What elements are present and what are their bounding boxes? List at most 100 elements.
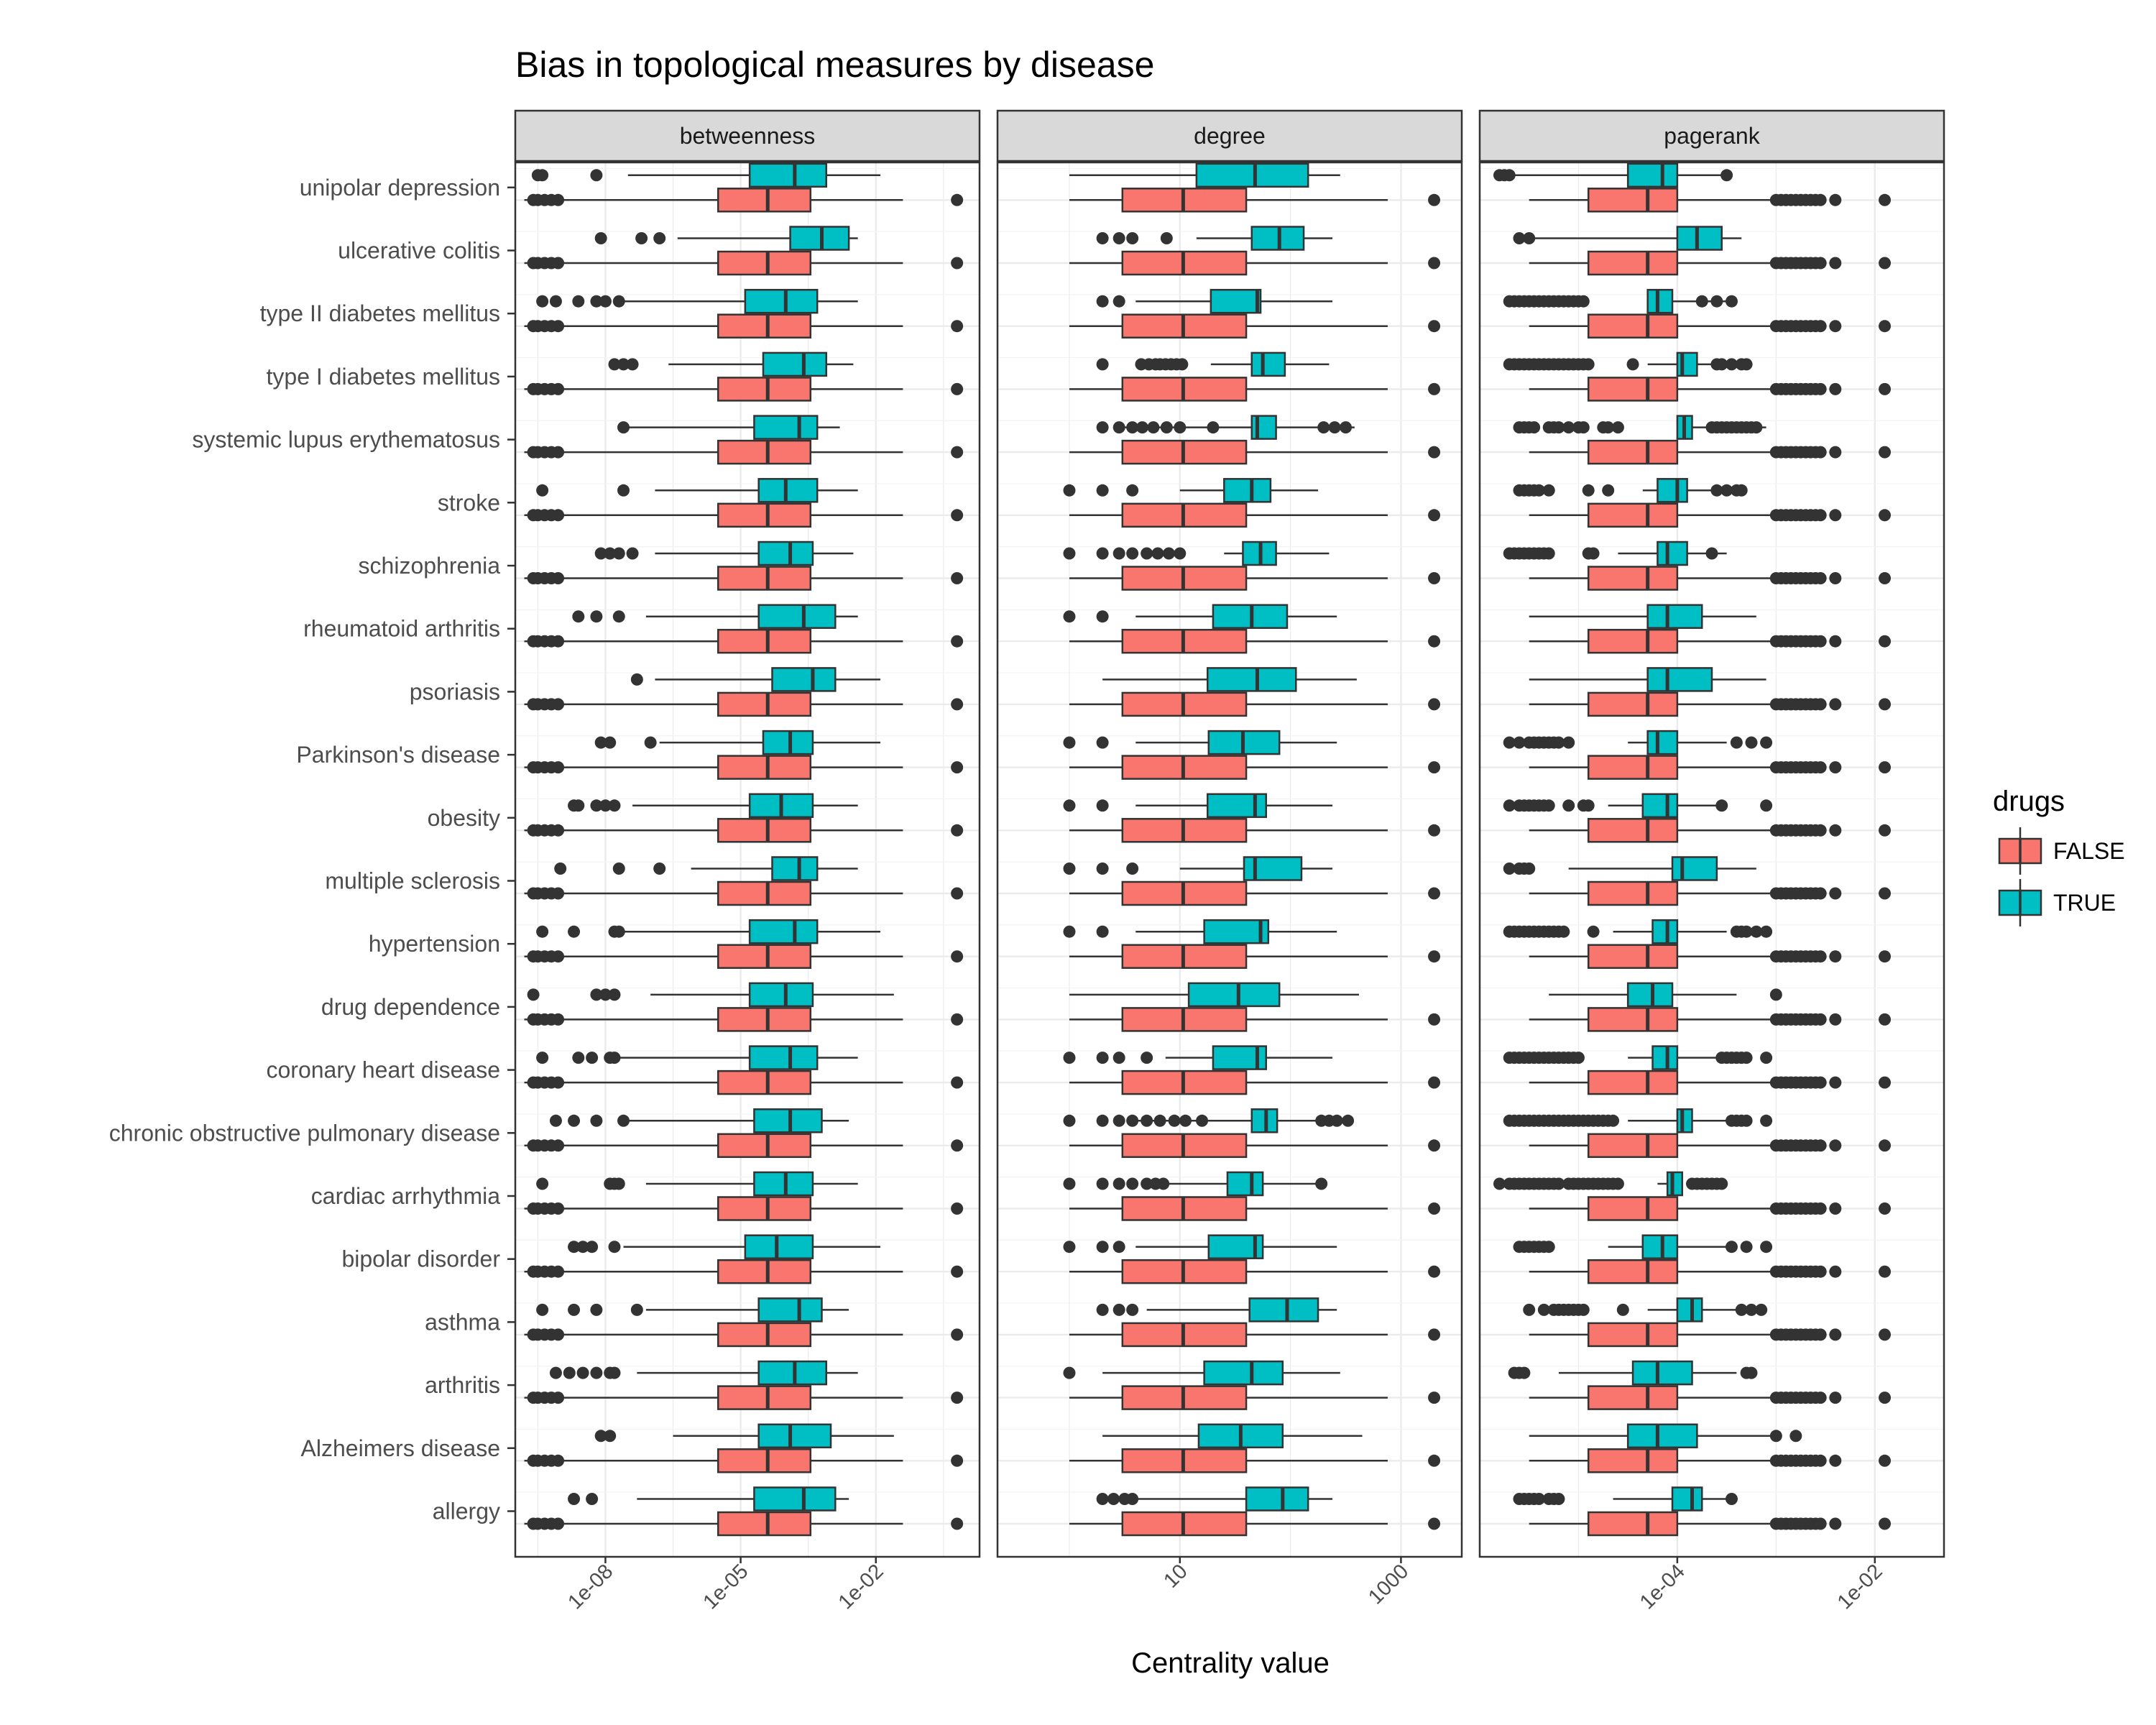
outlier-point	[951, 1013, 964, 1026]
outlier-point	[951, 824, 964, 837]
outlier-point	[617, 484, 630, 497]
outlier-point	[1814, 320, 1827, 333]
box-true	[1063, 478, 1319, 503]
box	[1248, 1297, 1319, 1322]
outlier-point	[1503, 799, 1516, 812]
box-false	[524, 1133, 964, 1159]
outlier-point	[1160, 421, 1173, 434]
box	[1587, 1007, 1679, 1032]
outlier-point	[1126, 1114, 1139, 1127]
outlier-point	[1342, 1114, 1355, 1127]
box-false	[1069, 1322, 1441, 1348]
box-false	[524, 944, 964, 969]
outlier-point	[1196, 1114, 1209, 1127]
outlier-point	[1829, 1265, 1842, 1278]
outlier-point	[552, 1328, 565, 1341]
box	[757, 604, 837, 629]
outlier-point	[1317, 421, 1330, 434]
outlier-point	[1096, 1177, 1109, 1190]
outlier-point	[536, 295, 549, 308]
box-true	[1069, 982, 1359, 1008]
box-true	[1513, 478, 1748, 503]
box-true	[1513, 226, 1742, 251]
outlier-point	[1607, 1114, 1620, 1127]
outlier-point	[1720, 484, 1733, 497]
y-tick-label: Alzheimers disease	[301, 1435, 500, 1461]
outlier-point	[1542, 547, 1555, 560]
panel-pagerank: pagerank 1e-04 1e-02	[1478, 109, 1945, 1614]
box-true	[1063, 1171, 1328, 1197]
outlier-point	[568, 1303, 581, 1316]
box-false	[1069, 439, 1441, 465]
box	[1676, 351, 1698, 377]
box-true	[536, 1297, 849, 1322]
outlier-point	[1829, 382, 1842, 395]
y-tick-label: systemic lupus erythematosus	[192, 427, 500, 453]
y-tick-label: unipolar depression	[300, 175, 500, 201]
outlier-point	[1879, 1076, 1892, 1089]
box-true	[1063, 856, 1333, 881]
box	[1243, 856, 1303, 881]
outlier-point	[590, 1303, 603, 1316]
outlier-point	[1577, 295, 1590, 308]
box	[1587, 250, 1679, 276]
outlier-point	[1587, 547, 1600, 560]
outlier-point	[630, 673, 643, 686]
outlier-point	[568, 1114, 581, 1127]
box	[1651, 1045, 1679, 1070]
outlier-point	[1428, 382, 1441, 395]
outlier-point	[951, 950, 964, 963]
outlier-point	[1126, 1303, 1139, 1316]
box-true	[1096, 1297, 1337, 1322]
outlier-point	[1096, 295, 1109, 308]
outlier-point	[563, 1366, 576, 1379]
outlier-point	[1760, 1241, 1773, 1254]
box	[717, 1133, 812, 1159]
outlier-point	[1126, 1493, 1139, 1505]
outlier-point	[1112, 1052, 1125, 1064]
outlier-point	[1162, 547, 1175, 560]
box-true	[608, 351, 854, 377]
box	[748, 162, 828, 188]
outlier-point	[552, 1076, 565, 1089]
outlier-point	[1157, 1177, 1170, 1190]
box	[1646, 604, 1703, 629]
outlier-point	[604, 736, 617, 749]
box	[1626, 162, 1679, 188]
outlier-point	[1879, 1328, 1892, 1341]
outlier-point	[1562, 421, 1575, 434]
outlier-point	[1096, 799, 1109, 812]
outlier-point	[552, 382, 565, 395]
outlier-point	[1096, 736, 1109, 749]
box	[717, 250, 812, 276]
outlier-point	[536, 484, 549, 497]
outlier-point	[552, 761, 565, 774]
y-tick-label: chronic obstructive pulmonary disease	[109, 1120, 500, 1146]
box	[1587, 313, 1679, 339]
box-true	[1513, 415, 1766, 440]
outlier-point	[1814, 1517, 1827, 1530]
box	[1587, 691, 1679, 717]
outlier-point	[1096, 484, 1109, 497]
outlier-point	[1428, 446, 1441, 459]
box-false	[1529, 566, 1892, 591]
outlier-point	[1147, 421, 1160, 434]
box-true	[1493, 1171, 1728, 1197]
box-false	[1529, 755, 1892, 780]
outlier-point	[1096, 610, 1109, 623]
box-false	[524, 188, 964, 213]
outlier-point	[951, 1076, 964, 1089]
outlier-point	[1428, 1139, 1441, 1152]
box-true	[1503, 540, 1727, 566]
box-false	[1529, 502, 1892, 528]
outlier-point	[1829, 1328, 1842, 1341]
legend-title: drugs	[1993, 786, 2065, 817]
outlier-point	[1814, 1076, 1827, 1089]
box-false	[1529, 439, 1892, 465]
outlier-point	[1428, 1265, 1441, 1278]
outlier-point	[1814, 1202, 1827, 1215]
legend-item-true: TRUE	[1998, 879, 2116, 926]
outlier-point	[1814, 887, 1827, 900]
outlier-point	[1096, 1052, 1109, 1064]
box-false	[1069, 1511, 1441, 1537]
